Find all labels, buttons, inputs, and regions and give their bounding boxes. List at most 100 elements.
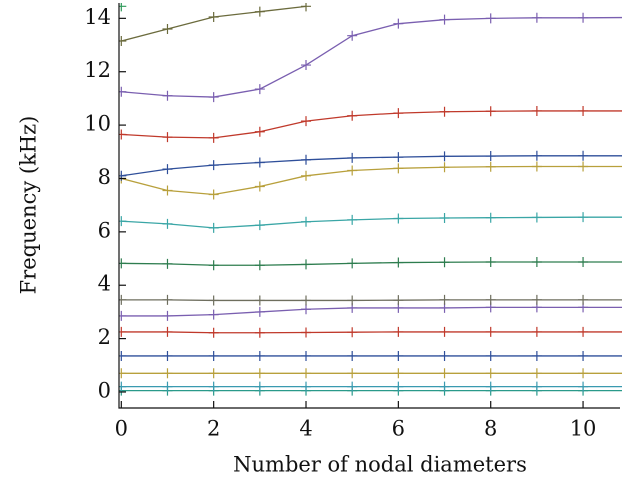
point-marker	[347, 110, 358, 121]
y-tick-label: 2	[98, 325, 111, 349]
point-marker	[578, 381, 589, 392]
point-marker	[301, 304, 312, 315]
point-marker	[162, 185, 173, 196]
point-marker	[254, 84, 265, 95]
point-marker	[347, 381, 358, 392]
point-marker	[254, 306, 265, 317]
point-marker	[162, 294, 173, 305]
point-marker	[162, 381, 173, 392]
series-line	[121, 155, 622, 177]
point-marker	[301, 170, 312, 181]
x-tick-label: 4	[299, 417, 312, 441]
point-marker	[208, 260, 219, 271]
point-marker	[119, 129, 127, 140]
point-marker	[393, 152, 404, 163]
point-marker	[531, 326, 542, 337]
point-marker	[531, 161, 542, 172]
point-marker	[208, 132, 219, 143]
x-tick-label: 0	[115, 417, 128, 441]
point-marker	[393, 18, 404, 29]
point-marker	[439, 294, 450, 305]
point-marker	[393, 163, 404, 174]
point-marker	[119, 310, 127, 321]
point-marker	[208, 350, 219, 361]
point-marker	[254, 295, 265, 306]
point-marker	[439, 151, 450, 162]
point-marker	[162, 164, 173, 175]
y-tick-label: 10	[84, 112, 111, 136]
point-marker	[578, 150, 589, 161]
point-marker	[439, 350, 450, 361]
point-marker	[162, 218, 173, 229]
point-marker	[578, 212, 589, 223]
point-marker	[485, 161, 496, 172]
point-marker	[254, 350, 265, 361]
point-marker	[119, 381, 127, 392]
point-marker	[347, 368, 358, 379]
point-marker	[119, 294, 127, 305]
point-marker	[347, 214, 358, 225]
x-tick-label: 2	[207, 417, 220, 441]
point-marker	[439, 257, 450, 268]
point-marker	[208, 160, 219, 171]
y-tick-label: 8	[98, 165, 111, 189]
series-line	[121, 5, 307, 42]
point-marker	[439, 14, 450, 25]
point-marker	[254, 220, 265, 231]
point-marker	[439, 162, 450, 173]
point-marker	[254, 381, 265, 392]
point-marker	[439, 106, 450, 117]
point-marker	[578, 294, 589, 305]
point-marker	[578, 326, 589, 337]
point-marker	[119, 350, 127, 361]
point-marker	[531, 212, 542, 223]
point-marker	[208, 381, 219, 392]
point-marker	[254, 327, 265, 338]
point-marker	[162, 310, 173, 321]
point-marker	[485, 106, 496, 117]
series-line	[121, 110, 622, 139]
point-marker	[119, 170, 127, 181]
x-axis-label: Number of nodal diameters	[233, 453, 527, 477]
point-marker	[301, 295, 312, 306]
y-tick-label: 12	[84, 58, 111, 82]
series-line	[121, 216, 622, 229]
point-marker	[254, 157, 265, 168]
point-marker	[208, 295, 219, 306]
point-marker	[531, 381, 542, 392]
point-marker	[393, 350, 404, 361]
y-tick-label: 0	[98, 378, 111, 402]
point-marker	[485, 212, 496, 223]
plot-area	[119, 3, 622, 396]
point-marker	[119, 326, 127, 337]
series-line	[121, 16, 622, 98]
point-marker	[485, 13, 496, 24]
point-marker	[301, 381, 312, 392]
point-marker	[531, 12, 542, 23]
point-marker	[301, 327, 312, 338]
point-marker	[208, 368, 219, 379]
point-marker	[254, 260, 265, 271]
point-marker	[439, 212, 450, 223]
point-marker	[439, 326, 450, 337]
point-marker	[439, 381, 450, 392]
point-marker	[347, 350, 358, 361]
point-marker	[162, 90, 173, 101]
point-marker	[301, 259, 312, 270]
point-marker	[301, 216, 312, 227]
series-line	[121, 299, 622, 302]
point-marker	[208, 309, 219, 320]
series-line	[121, 331, 622, 334]
point-marker	[301, 60, 312, 71]
point-marker	[531, 294, 542, 305]
point-marker	[347, 152, 358, 163]
point-marker	[301, 3, 312, 12]
point-marker	[347, 295, 358, 306]
point-marker	[485, 257, 496, 268]
y-tick-label: 4	[98, 272, 111, 296]
point-marker	[578, 161, 589, 172]
point-marker	[208, 12, 219, 23]
point-marker	[162, 350, 173, 361]
axis-frame	[118, 3, 620, 409]
